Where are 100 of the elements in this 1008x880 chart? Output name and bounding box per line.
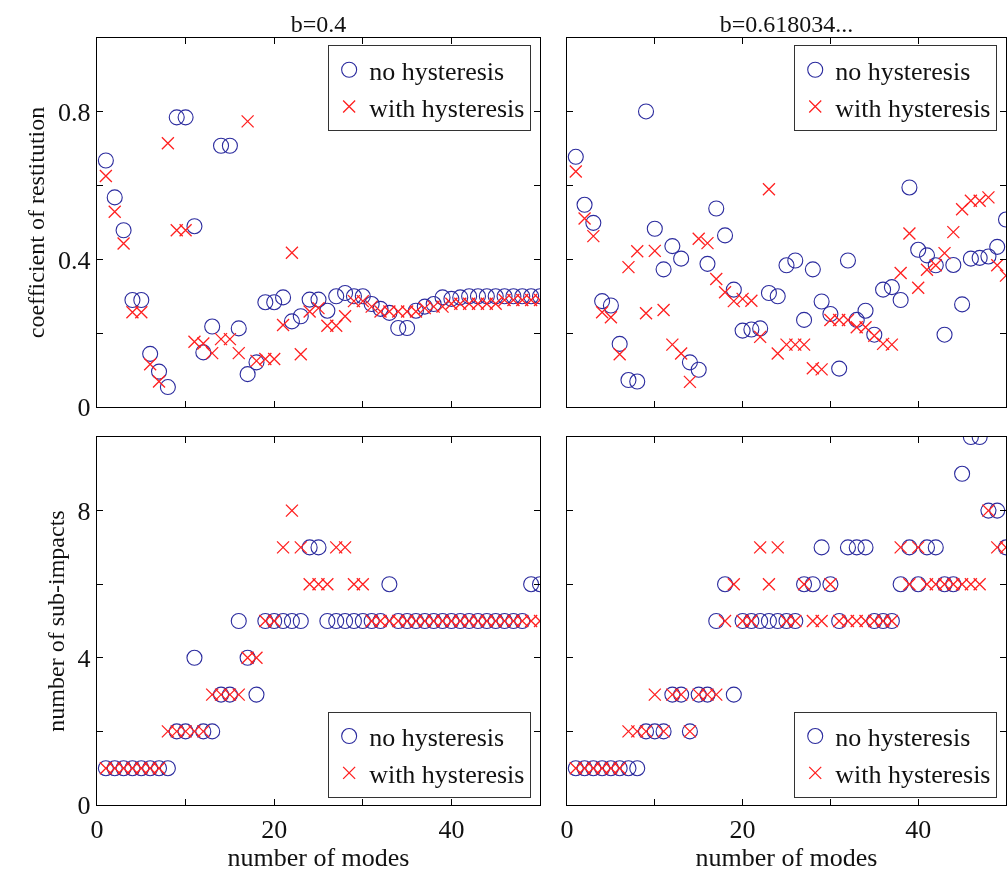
point xyxy=(159,760,176,777)
point xyxy=(813,539,830,556)
x-axis-title: number of modes xyxy=(695,843,878,873)
point xyxy=(813,293,830,310)
point xyxy=(469,288,487,305)
x-tick-label: 40 xyxy=(905,814,932,844)
point xyxy=(936,326,953,343)
point xyxy=(954,296,971,313)
point xyxy=(681,354,698,371)
point xyxy=(186,649,203,666)
y-tick-label: 8 xyxy=(77,496,91,526)
point xyxy=(902,226,917,241)
y-tick-label: 4 xyxy=(77,643,91,673)
point xyxy=(769,288,786,305)
point xyxy=(717,576,734,593)
point xyxy=(920,263,934,277)
point xyxy=(106,189,123,206)
point xyxy=(990,540,1004,555)
point xyxy=(595,305,609,319)
point xyxy=(275,289,292,306)
point xyxy=(187,335,202,349)
point xyxy=(839,252,857,269)
point xyxy=(204,318,221,335)
point xyxy=(955,202,969,216)
point xyxy=(796,311,813,328)
point xyxy=(954,465,971,482)
point xyxy=(989,238,1006,255)
point xyxy=(613,347,627,361)
point xyxy=(646,220,663,237)
y-tick-label: 0.8 xyxy=(58,97,91,127)
point xyxy=(804,261,821,278)
point xyxy=(567,148,584,165)
point xyxy=(152,374,166,389)
point xyxy=(276,540,290,555)
point xyxy=(718,285,732,299)
x-axis-title: number of modes xyxy=(227,843,410,873)
point xyxy=(876,337,890,351)
point xyxy=(734,322,751,339)
x-tick-label: 20 xyxy=(729,814,756,844)
point xyxy=(727,294,741,308)
point xyxy=(248,686,265,703)
point xyxy=(337,612,354,630)
point xyxy=(664,238,681,255)
point xyxy=(205,346,219,360)
point xyxy=(725,281,742,298)
point xyxy=(665,337,680,352)
point xyxy=(221,137,238,154)
chart-title: b=0.4 xyxy=(290,11,347,37)
point xyxy=(301,291,318,308)
legend-label: with hysteresis xyxy=(835,759,991,789)
point xyxy=(875,281,892,298)
point xyxy=(709,272,723,286)
point xyxy=(292,308,309,325)
point xyxy=(159,379,176,396)
point xyxy=(266,294,283,311)
point xyxy=(196,336,210,351)
point xyxy=(708,612,725,630)
point xyxy=(901,539,918,556)
point xyxy=(911,281,925,295)
point xyxy=(927,539,944,556)
legend-label: with hysteresis xyxy=(835,93,991,123)
legend-label: no hysteresis xyxy=(369,56,505,86)
point xyxy=(195,344,212,361)
point xyxy=(292,612,309,630)
point xyxy=(893,540,908,555)
point xyxy=(910,241,927,258)
point xyxy=(577,211,592,226)
point xyxy=(620,760,637,777)
point xyxy=(771,346,785,361)
point xyxy=(523,576,540,593)
point xyxy=(150,363,168,380)
x-tick-label: 0 xyxy=(560,814,574,844)
point xyxy=(310,539,327,556)
legend-label: no hysteresis xyxy=(369,723,505,753)
point xyxy=(213,137,230,154)
point xyxy=(831,360,848,377)
point xyxy=(752,612,769,630)
point xyxy=(294,540,308,555)
point xyxy=(177,109,194,126)
point xyxy=(648,687,662,702)
point xyxy=(822,305,839,323)
point xyxy=(725,686,742,703)
point xyxy=(937,246,952,260)
point xyxy=(285,246,299,260)
point xyxy=(186,218,203,235)
point xyxy=(338,309,352,323)
point xyxy=(918,539,936,556)
point xyxy=(902,577,917,591)
legend-label: with hysteresis xyxy=(369,93,525,123)
point xyxy=(990,258,1004,272)
point xyxy=(735,292,750,306)
point xyxy=(857,539,874,556)
point xyxy=(700,236,715,250)
point xyxy=(699,255,716,272)
point xyxy=(743,321,760,338)
point xyxy=(311,301,326,315)
point xyxy=(769,612,786,630)
point xyxy=(99,169,113,183)
point xyxy=(576,196,593,213)
point xyxy=(962,250,979,267)
